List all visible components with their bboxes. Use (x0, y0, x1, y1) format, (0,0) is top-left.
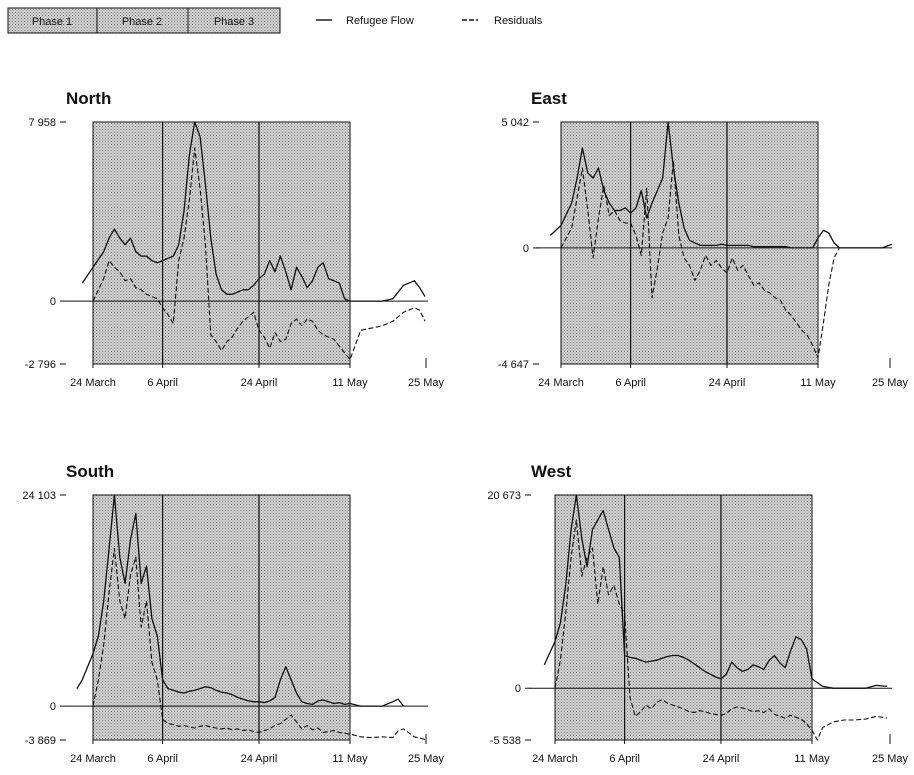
north-xtick-label: 24 April (241, 377, 278, 389)
south-ytick-label: 24 103 (22, 490, 56, 502)
north-ytick-label: 7 958 (28, 117, 56, 129)
south-ytick-label: 0 (50, 701, 56, 713)
legend: Phase 1 Phase 2 Phase 3 Refugee Flow Res… (7, 7, 543, 34)
south-title: South (66, 462, 114, 481)
east-ytick-label: -4 647 (498, 359, 529, 371)
west-title: West (531, 462, 572, 481)
south-xtick-label: 24 April (241, 753, 278, 765)
legend-series-refugee-flow: Refugee Flow (316, 15, 414, 27)
west-ytick-label: -5 538 (490, 735, 521, 747)
east-plot-area (560, 121, 819, 365)
north-series-refugee-flow (81, 121, 426, 302)
legend-phase-3: Phase 3 (214, 16, 254, 28)
east-xtick-label: 24 April (709, 377, 746, 389)
west-series-refugee-flow (543, 494, 888, 689)
south-xtick-label: 6 April (147, 753, 178, 765)
north-xtick-label: 25 May (408, 377, 445, 389)
east-xtick-label: 25 May (872, 377, 909, 389)
east-series-refugee-flow (549, 121, 893, 249)
east-xtick-label: 24 March (538, 377, 584, 389)
legend-label-residuals: Residuals (494, 15, 543, 27)
east-xtick-label: 6 April (615, 377, 646, 389)
south-panel: South 24 103 0 -3 869 24 March 6 April 24 Apri… (22, 462, 444, 765)
west-plot-area (554, 494, 813, 741)
legend-label-refugee-flow: Refugee Flow (346, 15, 414, 27)
west-xtick-label: 24 March (532, 753, 578, 765)
north-xtick-label: 6 April (147, 377, 178, 389)
south-plot-area (92, 494, 351, 741)
legend-phase-1: Phase 1 (32, 16, 72, 28)
legend-series-residuals: Residuals (462, 15, 543, 27)
north-title: North (66, 89, 111, 108)
south-series-refugee-flow (76, 494, 405, 707)
south-series-residuals (92, 547, 426, 740)
west-ytick-label: 0 (515, 683, 521, 695)
north-xtick-label: 11 May (332, 377, 368, 389)
east-ytick-label: 0 (523, 243, 529, 255)
north-panel: North 7 958 0 -2 796 24 March 6 April 24 April… (25, 89, 445, 389)
south-xtick-label: 11 May (332, 753, 368, 765)
west-xtick-label: 25 May (872, 753, 909, 765)
west-series-residuals (554, 519, 888, 741)
legend-phase-2: Phase 2 (122, 16, 162, 28)
west-xtick-label: 6 April (609, 753, 640, 765)
south-xtick-label: 24 March (70, 753, 116, 765)
east-ytick-label: 5 042 (501, 117, 529, 129)
north-series-residuals (92, 147, 426, 361)
south-ytick-label: -3 869 (25, 735, 56, 747)
chart-panels: North 7 958 0 -2 796 24 March 6 April 24 April… (22, 89, 908, 765)
west-panel: West 20 673 0 -5 538 24 March 6 April 24 April… (487, 462, 908, 765)
north-ytick-label: 0 (50, 296, 56, 308)
north-plot-area (92, 121, 351, 365)
legend-phases: Phase 1 Phase 2 Phase 3 (7, 7, 281, 34)
east-series-residuals (560, 159, 840, 359)
west-xtick-label: 24 April (703, 753, 740, 765)
legend-phase-box (7, 7, 281, 34)
west-xtick-label: 11 May (794, 753, 830, 765)
north-ytick-label: -2 796 (25, 359, 56, 371)
south-xtick-label: 25 May (408, 753, 445, 765)
east-xtick-label: 11 May (800, 377, 836, 389)
north-xtick-label: 24 March (70, 377, 116, 389)
west-ytick-label: 20 673 (487, 490, 521, 502)
east-title: East (531, 89, 567, 108)
